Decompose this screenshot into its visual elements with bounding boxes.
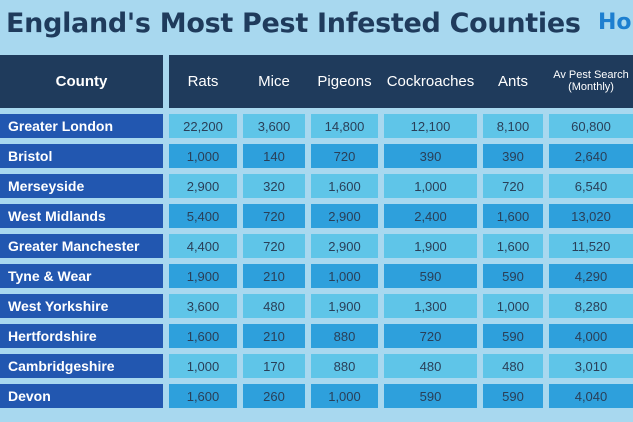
table-cell: 720	[243, 234, 305, 258]
table-cell: 1,000	[169, 144, 237, 168]
table-cell: 1,000	[169, 354, 237, 378]
table-cell: 22,200	[169, 114, 237, 138]
county-label: Merseyside	[0, 174, 163, 198]
table-cell: 12,100	[384, 114, 477, 138]
table-cell: 1,900	[169, 264, 237, 288]
table-cell: 590	[483, 264, 543, 288]
table-cell: 3,600	[243, 114, 305, 138]
column-header-cockroaches: Cockroaches	[386, 72, 475, 90]
table-cell: 2,900	[311, 234, 378, 258]
table-cell: 1,600	[483, 234, 543, 258]
table-cell: 590	[483, 384, 543, 408]
table-cell: 480	[483, 354, 543, 378]
header-band	[169, 55, 633, 108]
table-cell: 720	[243, 204, 305, 228]
page-title: England's Most Pest Infested Counties	[6, 8, 581, 39]
column-header-ants: Ants	[497, 72, 528, 90]
table-cell: 2,900	[311, 204, 378, 228]
table-cell: 8,100	[483, 114, 543, 138]
table-cell: 590	[483, 324, 543, 348]
table-cell: 1,900	[311, 294, 378, 318]
county-label: West Yorkshire	[0, 294, 163, 318]
table-cell: 5,400	[169, 204, 237, 228]
county-label: Cambridgeshire	[0, 354, 163, 378]
table-cell: 1,600	[311, 174, 378, 198]
table-cell: 210	[243, 264, 305, 288]
county-label: Devon	[0, 384, 163, 408]
column-header-pigeons: Pigeons	[317, 72, 372, 90]
table-cell: 13,020	[549, 204, 633, 228]
table-cell: 170	[243, 354, 305, 378]
table-cell: 4,040	[549, 384, 633, 408]
table-cell: 260	[243, 384, 305, 408]
table-cell: 880	[311, 354, 378, 378]
table-cell: 1,300	[384, 294, 477, 318]
table-cell: 60,800	[549, 114, 633, 138]
table-cell: 480	[243, 294, 305, 318]
table-cell: 390	[384, 144, 477, 168]
table-cell: 3,600	[169, 294, 237, 318]
table-cell: 720	[384, 324, 477, 348]
table-cell: 6,540	[549, 174, 633, 198]
table-cell: 4,400	[169, 234, 237, 258]
table-cell: 480	[384, 354, 477, 378]
table-cell: 14,800	[311, 114, 378, 138]
table-cell: 720	[311, 144, 378, 168]
table-cell: 4,000	[549, 324, 633, 348]
table-cell: 2,640	[549, 144, 633, 168]
table-cell: 210	[243, 324, 305, 348]
table-cell: 1,000	[311, 384, 378, 408]
county-label: Bristol	[0, 144, 163, 168]
table-cell: 140	[243, 144, 305, 168]
table-cell: 1,000	[483, 294, 543, 318]
brand-logo[interactable]: Ho	[598, 10, 632, 35]
table-cell: 2,400	[384, 204, 477, 228]
table-cell: 11,520	[549, 234, 633, 258]
column-header-county: County	[0, 55, 163, 108]
county-label: West Midlands	[0, 204, 163, 228]
column-header-mice: Mice	[258, 72, 290, 90]
table-cell: 8,280	[549, 294, 633, 318]
county-label: Tyne & Wear	[0, 264, 163, 288]
table-cell: 590	[384, 264, 477, 288]
table-cell: 590	[384, 384, 477, 408]
table-cell: 720	[483, 174, 543, 198]
table-cell: 4,290	[549, 264, 633, 288]
county-label: Greater Manchester	[0, 234, 163, 258]
county-label: Greater London	[0, 114, 163, 138]
table-cell: 880	[311, 324, 378, 348]
table-cell: 3,010	[549, 354, 633, 378]
table-cell: 1,600	[169, 324, 237, 348]
table-cell: 390	[483, 144, 543, 168]
column-header-av: Av Pest Search (Monthly)	[553, 68, 629, 93]
table-cell: 1,000	[384, 174, 477, 198]
table-cell: 1,900	[384, 234, 477, 258]
county-label: Hertfordshire	[0, 324, 163, 348]
table-cell: 320	[243, 174, 305, 198]
column-header-rats: Rats	[187, 72, 219, 90]
table-cell: 1,600	[169, 384, 237, 408]
table-cell: 1,000	[311, 264, 378, 288]
table-cell: 2,900	[169, 174, 237, 198]
table-cell: 1,600	[483, 204, 543, 228]
